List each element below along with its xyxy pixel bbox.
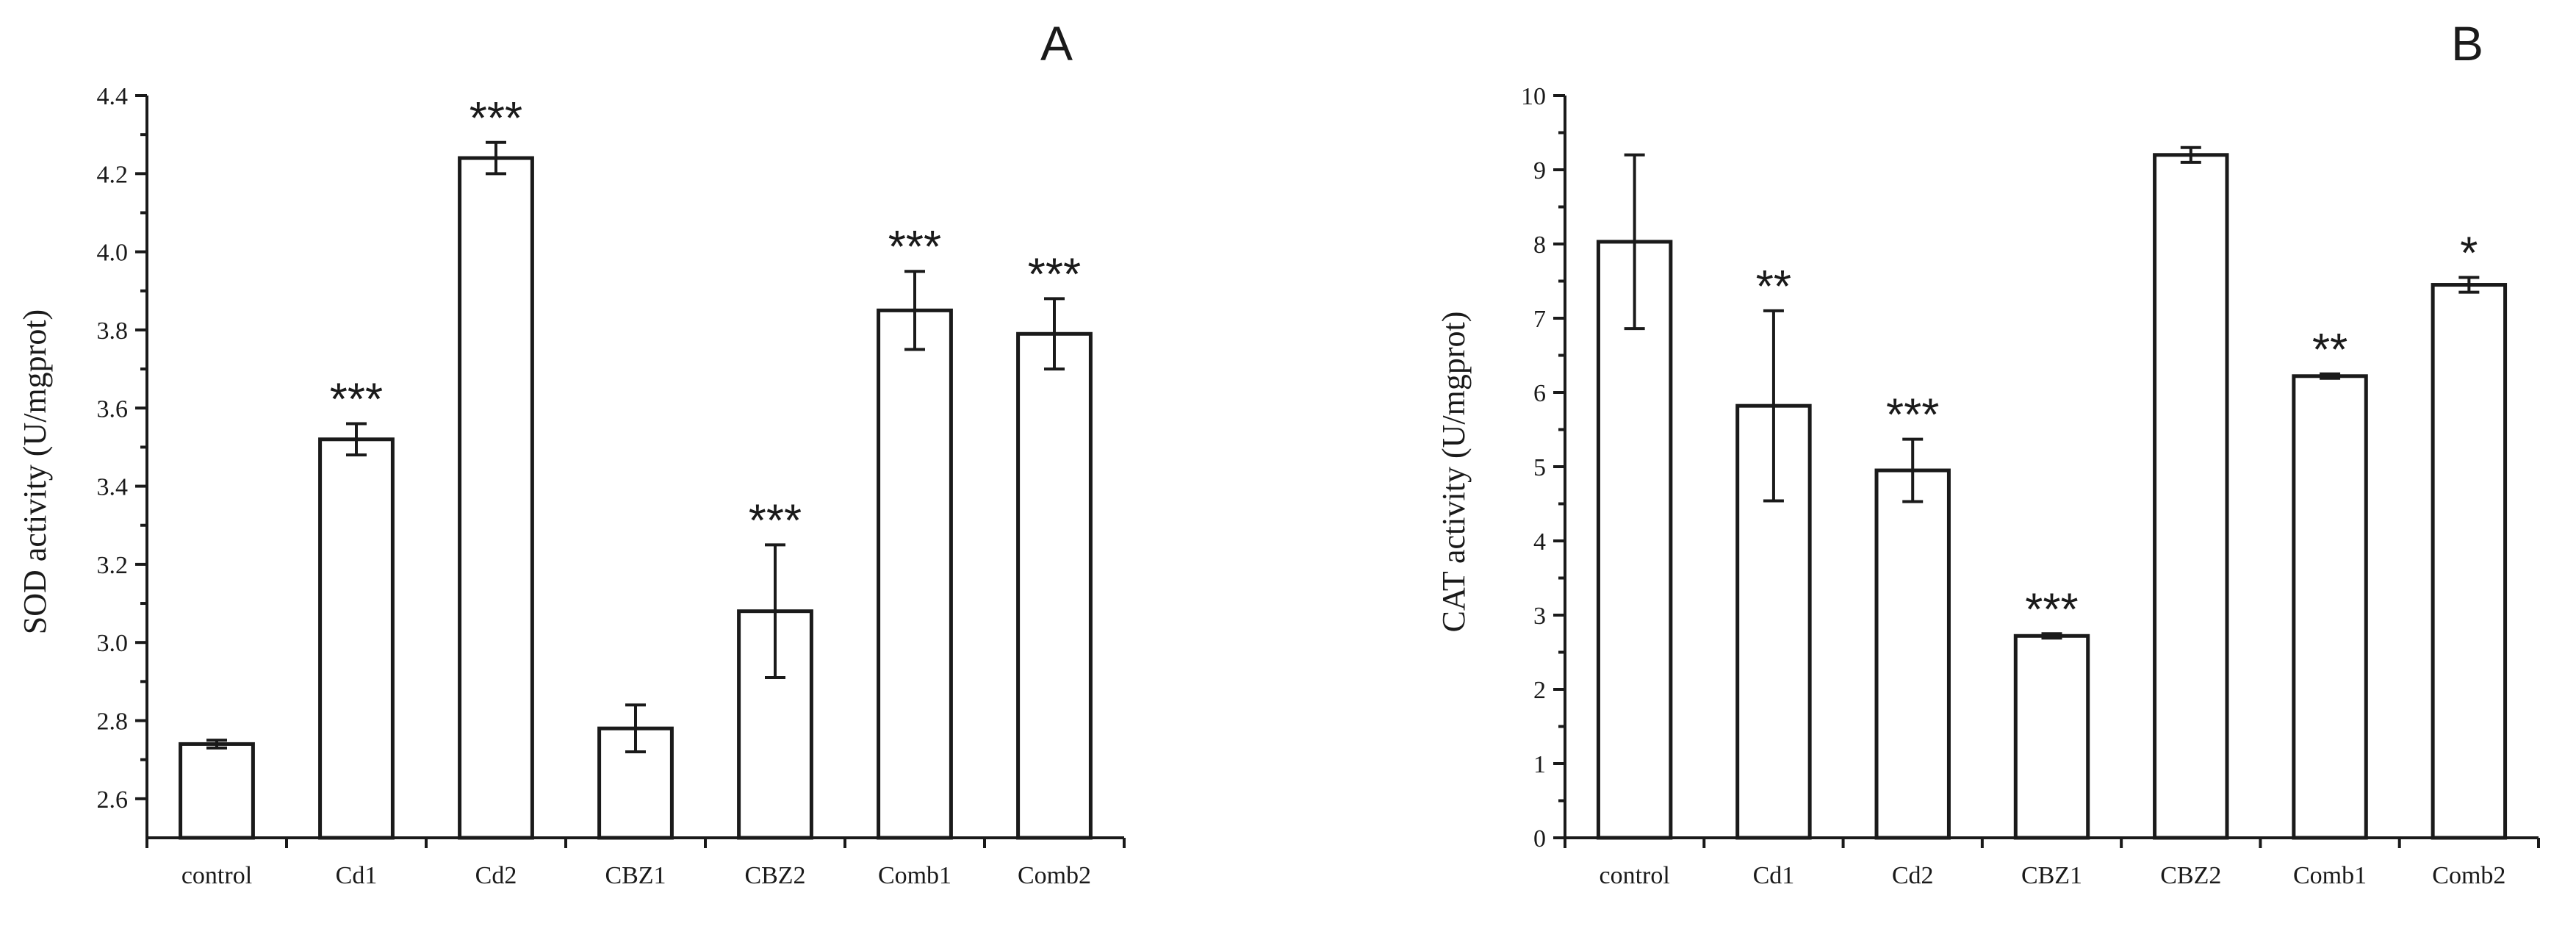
panel-b-y-tick-label: 3 — [1533, 603, 1546, 630]
panel-a-x-tick-label: CBZ1 — [605, 862, 666, 889]
panel-a-bar-cd2 — [458, 156, 534, 840]
panel-a-x-tick-label: control — [181, 862, 252, 889]
panel-a-bar-comb1 — [877, 308, 953, 840]
panel-b-y-axis-title: CAT activity (U/mgprot) — [1436, 312, 1472, 633]
panel-a-x-tick-label: Comb1 — [878, 862, 951, 889]
panel-b-y-tick-label: 6 — [1533, 380, 1546, 407]
panel-b-y-tick-label: 2 — [1533, 677, 1546, 704]
panel-b-x-tick-label: Cd2 — [1892, 862, 1934, 889]
panel-b-x-tick-label: Cd1 — [1753, 862, 1795, 889]
panel-a-y-tick-label: 3.6 — [97, 395, 129, 423]
panel-a-chart: A SOD activity (U/mgprot) 2.6 2.8 3.0 3.2 3.… — [17, 16, 1126, 889]
panel-b-bar-comb2 — [2431, 283, 2508, 840]
panel-a-x-tick-label: CBZ2 — [744, 862, 805, 889]
panel-a-significance-mark: *** — [749, 495, 802, 546]
panel-b-x-tick-label: CBZ1 — [2021, 862, 2082, 889]
panel-b-bar-cd1 — [1735, 403, 1812, 840]
panel-b-chart: B CAT activity (U/mgprot) 0 1 2 3 4 5 6 7 8 9 10 co… — [1436, 16, 2540, 889]
panel-a-x-tick-label: Cd2 — [475, 862, 517, 889]
panel-b-bar-cbz2 — [2153, 153, 2229, 840]
panel-b-bar-cbz1 — [2013, 634, 2090, 840]
panel-b-x-tick-label: CBZ2 — [2160, 862, 2221, 889]
panel-a-y-tick-label: 4.2 — [97, 161, 129, 188]
panel-b-y-tick-label: 0 — [1533, 825, 1546, 853]
panel-a-bar-comb2 — [1016, 331, 1093, 840]
panel-a-bar-control — [179, 742, 255, 840]
panel-a-x-tick-label: Comb2 — [1018, 862, 1091, 889]
panel-b-bar-cd2 — [1874, 468, 1951, 840]
panel-a-y-tick-label: 2.8 — [97, 708, 129, 736]
panel-a-y-tick-label: 3.2 — [97, 552, 129, 579]
panel-a-y-axis-title: SOD activity (U/mgprot) — [17, 309, 53, 634]
panel-b-y-tick-label: 4 — [1533, 528, 1546, 556]
panel-a-y-tick-label: 3.0 — [97, 630, 129, 657]
panel-b-significance-mark: * — [2460, 228, 2478, 279]
panel-a-label: A — [1040, 16, 1073, 71]
panel-b-label: B — [2451, 16, 2483, 71]
panel-a-significance-mark: *** — [330, 375, 383, 426]
panel-b-bar-control — [1596, 240, 1673, 840]
panel-b-x-tick-label: control — [1599, 862, 1669, 889]
panel-a-y-tick-label: 2.6 — [97, 786, 129, 814]
panel-b-significance-mark: ** — [1756, 262, 1791, 312]
panel-b-y-tick-label: 8 — [1533, 232, 1546, 259]
panel-b-significance-mark: ** — [2312, 325, 2347, 376]
panel-a-bar-cd1 — [318, 437, 395, 840]
panel-b-y-tick-label: 1 — [1533, 751, 1546, 778]
panel-a-x-tick-label: Cd1 — [336, 862, 378, 889]
panel-b-significance-mark: *** — [1886, 390, 1939, 441]
panel-b-bar-comb1 — [2292, 374, 2368, 840]
panel-b-y-tick-label: 10 — [1521, 83, 1546, 110]
panel-b-y-tick-label: 5 — [1533, 454, 1546, 481]
panel-a-significance-mark: *** — [469, 93, 522, 144]
panel-a-significance-mark: *** — [1028, 249, 1081, 300]
panel-b-y-tick-label: 7 — [1533, 306, 1546, 333]
panel-a-y-tick-label: 3.4 — [97, 474, 129, 501]
panel-a-y-tick-label: 4.0 — [97, 240, 129, 267]
panel-b-x-tick-label: Comb2 — [2432, 862, 2505, 889]
panel-b-x-tick-label: Comb1 — [2293, 862, 2367, 889]
panel-b-y-tick-label: 9 — [1533, 157, 1546, 184]
panel-a-y-tick-label: 4.4 — [97, 83, 129, 110]
panel-a-y-tick-label: 3.8 — [97, 317, 129, 345]
panel-b-significance-mark: *** — [2025, 584, 2078, 635]
panel-a-significance-mark: *** — [888, 222, 941, 273]
